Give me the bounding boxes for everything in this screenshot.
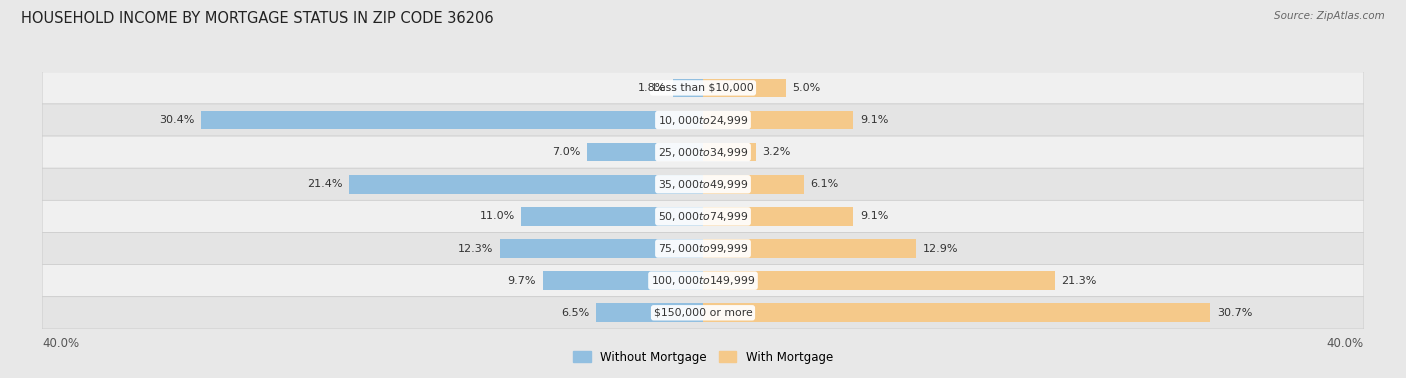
Text: 5.0%: 5.0%	[792, 83, 821, 93]
Text: 21.4%: 21.4%	[308, 179, 343, 189]
FancyBboxPatch shape	[42, 72, 1364, 104]
Bar	[588, 143, 703, 161]
Text: 1.8%: 1.8%	[638, 83, 666, 93]
Bar	[350, 175, 703, 194]
Text: $25,000 to $34,999: $25,000 to $34,999	[658, 146, 748, 159]
Text: $150,000 or more: $150,000 or more	[654, 308, 752, 318]
Bar	[522, 207, 703, 226]
Text: $100,000 to $149,999: $100,000 to $149,999	[651, 274, 755, 287]
Bar	[596, 304, 703, 322]
FancyBboxPatch shape	[42, 200, 1364, 232]
Text: Less than $10,000: Less than $10,000	[652, 83, 754, 93]
FancyBboxPatch shape	[42, 168, 1364, 200]
Text: 40.0%: 40.0%	[42, 337, 79, 350]
Text: Source: ZipAtlas.com: Source: ZipAtlas.com	[1274, 11, 1385, 21]
Legend: Without Mortgage, With Mortgage: Without Mortgage, With Mortgage	[568, 346, 838, 368]
FancyBboxPatch shape	[42, 136, 1364, 168]
Text: 6.5%: 6.5%	[561, 308, 589, 318]
Text: $75,000 to $99,999: $75,000 to $99,999	[658, 242, 748, 255]
Bar	[499, 239, 703, 258]
Text: 40.0%: 40.0%	[1327, 337, 1364, 350]
Text: 30.7%: 30.7%	[1216, 308, 1253, 318]
Bar	[703, 304, 1211, 322]
FancyBboxPatch shape	[42, 265, 1364, 297]
FancyBboxPatch shape	[42, 232, 1364, 265]
Text: 30.4%: 30.4%	[159, 115, 194, 125]
Bar	[673, 79, 703, 97]
Bar	[703, 111, 853, 129]
Bar	[201, 111, 703, 129]
Text: 9.7%: 9.7%	[508, 276, 536, 286]
Bar	[703, 175, 804, 194]
Text: $10,000 to $24,999: $10,000 to $24,999	[658, 113, 748, 127]
FancyBboxPatch shape	[42, 104, 1364, 136]
Text: $35,000 to $49,999: $35,000 to $49,999	[658, 178, 748, 191]
Text: 9.1%: 9.1%	[860, 115, 889, 125]
Text: 6.1%: 6.1%	[810, 179, 838, 189]
Text: $50,000 to $74,999: $50,000 to $74,999	[658, 210, 748, 223]
FancyBboxPatch shape	[42, 297, 1364, 329]
Text: 12.3%: 12.3%	[458, 243, 494, 254]
Text: 3.2%: 3.2%	[762, 147, 790, 157]
Bar	[703, 143, 756, 161]
Bar	[703, 271, 1054, 290]
Text: 9.1%: 9.1%	[860, 211, 889, 222]
Bar	[703, 207, 853, 226]
Bar	[543, 271, 703, 290]
Bar	[703, 79, 786, 97]
Text: 11.0%: 11.0%	[479, 211, 515, 222]
Bar	[703, 239, 917, 258]
Text: 12.9%: 12.9%	[922, 243, 959, 254]
Text: HOUSEHOLD INCOME BY MORTGAGE STATUS IN ZIP CODE 36206: HOUSEHOLD INCOME BY MORTGAGE STATUS IN Z…	[21, 11, 494, 26]
Text: 21.3%: 21.3%	[1062, 276, 1097, 286]
Text: 7.0%: 7.0%	[553, 147, 581, 157]
